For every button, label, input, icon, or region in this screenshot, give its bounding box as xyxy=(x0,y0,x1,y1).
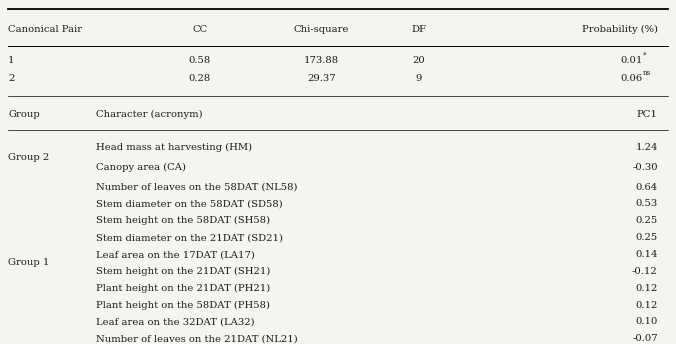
Text: Plant height on the 58DAT (PH58): Plant height on the 58DAT (PH58) xyxy=(95,301,270,310)
Text: ns: ns xyxy=(643,69,651,77)
Text: Number of leaves on the 21DAT (NL21): Number of leaves on the 21DAT (NL21) xyxy=(95,334,297,343)
Text: Group 2: Group 2 xyxy=(8,153,49,162)
Text: Probability (%): Probability (%) xyxy=(582,25,658,34)
Text: Number of leaves on the 58DAT (NL58): Number of leaves on the 58DAT (NL58) xyxy=(95,183,297,192)
Text: CC: CC xyxy=(193,25,208,34)
Text: Stem diameter on the 58DAT (SD58): Stem diameter on the 58DAT (SD58) xyxy=(95,200,283,208)
Text: Character (acronym): Character (acronym) xyxy=(95,110,202,119)
Text: Stem height on the 58DAT (SH58): Stem height on the 58DAT (SH58) xyxy=(95,216,270,225)
Text: Canopy area (CA): Canopy area (CA) xyxy=(95,162,186,172)
Text: Head mass at harvesting (HM): Head mass at harvesting (HM) xyxy=(95,143,251,152)
Text: -0.30: -0.30 xyxy=(632,163,658,172)
Text: *: * xyxy=(643,51,647,60)
Text: 0.28: 0.28 xyxy=(189,74,211,83)
Text: 20: 20 xyxy=(412,56,425,65)
Text: 1.24: 1.24 xyxy=(635,143,658,152)
Text: 0.64: 0.64 xyxy=(635,183,658,192)
Text: Leaf area on the 32DAT (LA32): Leaf area on the 32DAT (LA32) xyxy=(95,318,254,326)
Text: 173.88: 173.88 xyxy=(304,56,339,65)
Text: Canonical Pair: Canonical Pair xyxy=(8,25,82,34)
Text: Stem diameter on the 21DAT (SD21): Stem diameter on the 21DAT (SD21) xyxy=(95,233,283,242)
Text: Group: Group xyxy=(8,110,40,119)
Text: 0.01: 0.01 xyxy=(620,56,642,65)
Text: PC1: PC1 xyxy=(637,110,658,119)
Text: DF: DF xyxy=(411,25,427,34)
Text: 1: 1 xyxy=(8,56,15,65)
Text: 0.58: 0.58 xyxy=(189,56,211,65)
Text: Leaf area on the 17DAT (LA17): Leaf area on the 17DAT (LA17) xyxy=(95,250,255,259)
Text: 0.25: 0.25 xyxy=(635,233,658,242)
Text: -0.12: -0.12 xyxy=(632,267,658,276)
Text: Stem height on the 21DAT (SH21): Stem height on the 21DAT (SH21) xyxy=(95,267,270,276)
Text: 0.12: 0.12 xyxy=(635,284,658,293)
Text: 0.14: 0.14 xyxy=(635,250,658,259)
Text: 0.53: 0.53 xyxy=(635,200,658,208)
Text: 2: 2 xyxy=(8,74,14,83)
Text: 9: 9 xyxy=(416,74,422,83)
Text: 0.12: 0.12 xyxy=(635,301,658,310)
Text: 0.10: 0.10 xyxy=(635,318,658,326)
Text: -0.07: -0.07 xyxy=(632,334,658,343)
Text: Chi-square: Chi-square xyxy=(293,25,349,34)
Text: 29.37: 29.37 xyxy=(307,74,335,83)
Text: 0.06: 0.06 xyxy=(620,74,642,83)
Text: 0.25: 0.25 xyxy=(635,216,658,225)
Text: Plant height on the 21DAT (PH21): Plant height on the 21DAT (PH21) xyxy=(95,284,270,293)
Text: Group 1: Group 1 xyxy=(8,258,49,268)
